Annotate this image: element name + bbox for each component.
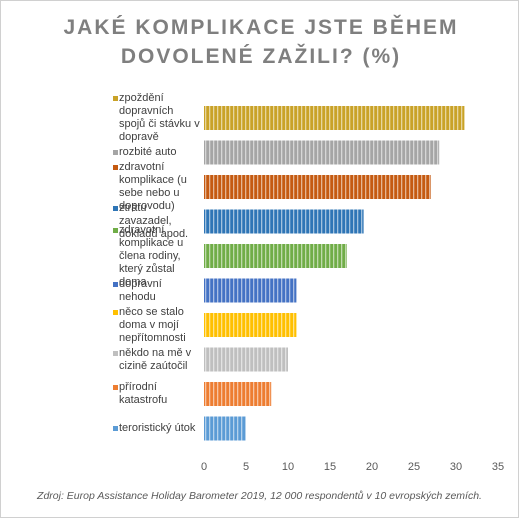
x-tick-label: 10 (282, 461, 294, 473)
x-tick-label: 0 (201, 461, 207, 473)
category-swatch (113, 281, 118, 287)
category-text: teroristický útok (119, 422, 196, 434)
category-swatch (113, 227, 118, 233)
category-swatch (113, 309, 118, 315)
category-label: ztrátu zavazadel, dokladů apod. (113, 202, 201, 241)
category-text: zdravotní komplikace (u sebe nebo u dopr… (119, 161, 187, 212)
category-swatch (113, 150, 118, 155)
x-tick-label: 35 (492, 461, 504, 473)
category-text: někdo na mě v cizině zaútočil (119, 346, 192, 372)
category-swatch (113, 96, 118, 101)
category-text: přírodní katastrofu (119, 381, 168, 406)
bar-texture (204, 416, 246, 441)
category-text: rozbité auto (119, 146, 177, 158)
category-text: dopravní nehodu (119, 277, 162, 303)
bar-texture (204, 278, 297, 303)
category-label: zpoždění dopravních spojů či stávku v do… (113, 92, 201, 144)
bar-texture (204, 140, 440, 165)
bar-texture (204, 106, 465, 130)
category-swatch (113, 206, 118, 211)
category-swatch (113, 426, 118, 431)
category-label: něco se stalo doma v mojí nepřítomnosti (113, 305, 201, 345)
source-note: Zdroj: Europ Assistance Holiday Baromete… (37, 490, 482, 502)
category-text: ztrátu zavazadel, dokladů apod. (119, 202, 189, 240)
category-label: někdo na mě v cizině zaútočil (113, 346, 201, 373)
bar-texture (204, 347, 288, 372)
category-label: rozbité auto (113, 146, 201, 159)
category-label: dopravní nehodu (113, 277, 201, 304)
x-tick-label: 20 (366, 461, 378, 473)
category-label: teroristický útok (113, 422, 201, 435)
chart-title: JAKÉ KOMPLIKACE JSTE BĚHEM DOVOLENÉ ZAŽI… (63, 16, 459, 68)
category-swatch (113, 385, 118, 390)
category-text: zdravotní komplikace u člena rodiny, kte… (119, 223, 184, 288)
category-swatch (113, 165, 118, 170)
category-label: přírodní katastrofu (113, 381, 201, 407)
bar-texture (204, 175, 431, 199)
category-text: něco se stalo doma v mojí nepřítomnosti (119, 305, 186, 344)
x-tick-label: 30 (450, 461, 462, 473)
category-label: zdravotní komplikace u člena rodiny, kte… (113, 223, 201, 289)
bar-texture (204, 313, 297, 337)
x-tick-label: 15 (324, 461, 336, 473)
x-tick-label: 25 (408, 461, 420, 473)
bar-texture (204, 209, 364, 234)
category-swatch (113, 350, 118, 356)
category-text: zpoždění dopravních spojů či stávku v do… (119, 92, 200, 143)
category-label: zdravotní komplikace (u sebe nebo u dopr… (113, 161, 201, 213)
bar-texture (204, 382, 272, 406)
bar-texture (204, 244, 347, 268)
x-tick-label: 5 (243, 461, 249, 473)
